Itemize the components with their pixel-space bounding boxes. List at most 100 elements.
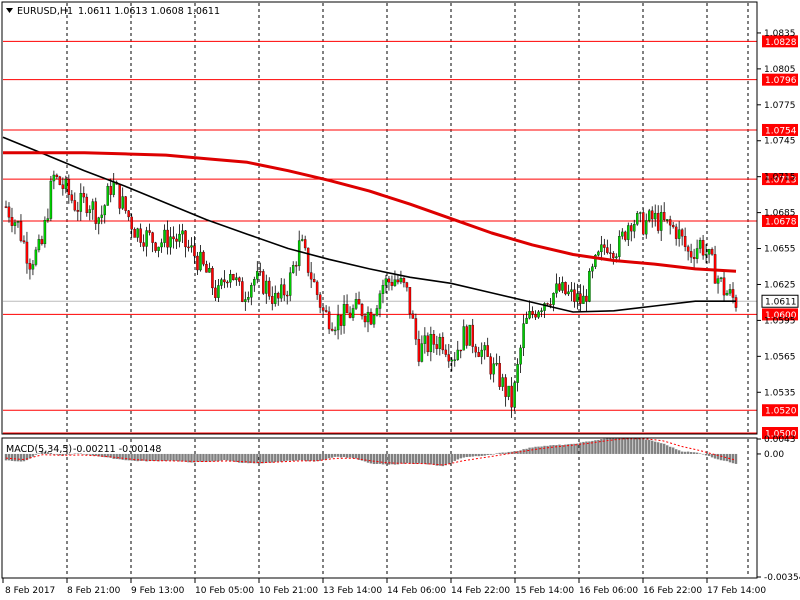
level-label: 1.0713 — [765, 176, 797, 186]
macd-bar — [94, 453, 97, 456]
macd-bar — [420, 453, 424, 464]
candle-bull — [618, 236, 621, 257]
macd-bar — [309, 453, 313, 461]
macd-bar — [345, 453, 349, 458]
candle-bear — [282, 284, 286, 296]
candle-bear — [662, 212, 666, 220]
candle-bull — [462, 326, 465, 351]
macd-bar — [241, 453, 244, 464]
level-label: 1.0754 — [765, 126, 797, 136]
candle-bear — [184, 230, 187, 248]
candle-bull — [256, 271, 259, 280]
macd-bar — [447, 453, 450, 464]
candle-bull — [594, 254, 597, 267]
macd-bar — [570, 443, 573, 454]
candle-bear — [193, 245, 196, 257]
macd-bar — [390, 453, 394, 465]
macd-bar — [381, 453, 385, 465]
macd-bar — [178, 453, 181, 462]
candle-bear — [689, 251, 693, 258]
macd-bar — [7, 453, 11, 461]
candle-bull — [552, 293, 555, 305]
horizontal-levels: 1.08281.07961.07541.07131.06781.06001.05… — [3, 35, 799, 440]
candle-bull — [336, 314, 340, 331]
candle-bull — [79, 193, 83, 212]
macd-bar — [238, 453, 241, 463]
macd-bar — [357, 453, 361, 460]
candle-bear — [680, 229, 684, 237]
candle-bull — [384, 278, 388, 286]
macd-bar — [34, 453, 38, 455]
macd-bar — [360, 453, 364, 461]
candle-bull — [88, 209, 92, 214]
macd-y-axis: 0.0043 0.00 -0.00354 — [757, 435, 800, 583]
candle-bear — [85, 196, 89, 214]
macd-bar — [348, 453, 352, 458]
macd-bar — [268, 453, 271, 463]
macd-bar — [549, 445, 552, 454]
candle-bear — [211, 268, 214, 289]
x-tick-label: 8 Feb 21:00 — [67, 586, 121, 596]
macd-bar — [97, 453, 100, 457]
chevron-down-icon[interactable] — [6, 8, 13, 13]
candle-bear — [722, 277, 726, 296]
candle-bull — [399, 278, 403, 283]
x-tick-label: 10 Feb 21:00 — [259, 586, 318, 596]
macd-bar — [531, 447, 534, 454]
macd-bar — [274, 453, 277, 463]
x-tick-label: 16 Feb 06:00 — [579, 586, 638, 596]
candle-bull — [519, 347, 522, 365]
macd-bar — [480, 453, 483, 456]
candle-bull — [528, 310, 531, 319]
y-tick-label: 1.0535 — [764, 388, 796, 398]
macd-bar — [169, 453, 172, 461]
candle-bear — [396, 279, 400, 283]
candle-bear — [55, 174, 59, 177]
level-label-bg — [762, 123, 798, 136]
candle-bear — [405, 282, 409, 288]
candle-bull — [644, 220, 648, 235]
macd-y-tick-label: 0.00 — [764, 450, 784, 460]
macd-bar — [600, 439, 603, 454]
candle-bear — [510, 385, 513, 408]
ma-fast-line — [2, 136, 736, 313]
level-label-bg — [762, 173, 798, 186]
macd-bar — [683, 451, 687, 454]
candle-bear — [321, 307, 325, 311]
macd-bar — [193, 453, 196, 463]
candle-bear — [471, 324, 474, 347]
candle-bear — [303, 239, 307, 249]
candle-bear — [223, 279, 226, 283]
macd-bar — [372, 453, 376, 465]
candle-bull — [695, 248, 699, 259]
candle-bull — [46, 218, 50, 221]
macd-bar — [642, 438, 645, 454]
macd-bar — [585, 441, 588, 454]
y-tick-label: 1.0835 — [764, 29, 796, 39]
macd-bar — [540, 446, 543, 454]
candle-bear — [603, 244, 606, 248]
macd-bar — [668, 446, 672, 454]
candle-bear — [118, 184, 121, 209]
candle-bear — [187, 246, 190, 249]
macd-bar — [555, 445, 558, 454]
candle-bear — [40, 239, 44, 245]
macd-bar — [615, 438, 618, 454]
macd-bar — [710, 453, 714, 458]
candle-bull — [468, 324, 471, 346]
x-tick-label: 10 Feb 05:00 — [195, 586, 254, 596]
candle-bear — [498, 363, 501, 387]
macd-bar — [489, 453, 492, 455]
macd-bar — [214, 453, 217, 462]
candle-bull — [591, 266, 594, 272]
candle-bull — [507, 385, 510, 397]
candle-bull — [516, 364, 519, 383]
macd-bar — [525, 448, 528, 454]
macd-histogram — [4, 437, 738, 467]
y-tick-label: 1.0805 — [764, 65, 796, 75]
macd-bar — [657, 442, 660, 454]
macd-bar — [160, 453, 163, 461]
macd-bar — [187, 453, 190, 463]
candle-bear — [441, 336, 445, 351]
